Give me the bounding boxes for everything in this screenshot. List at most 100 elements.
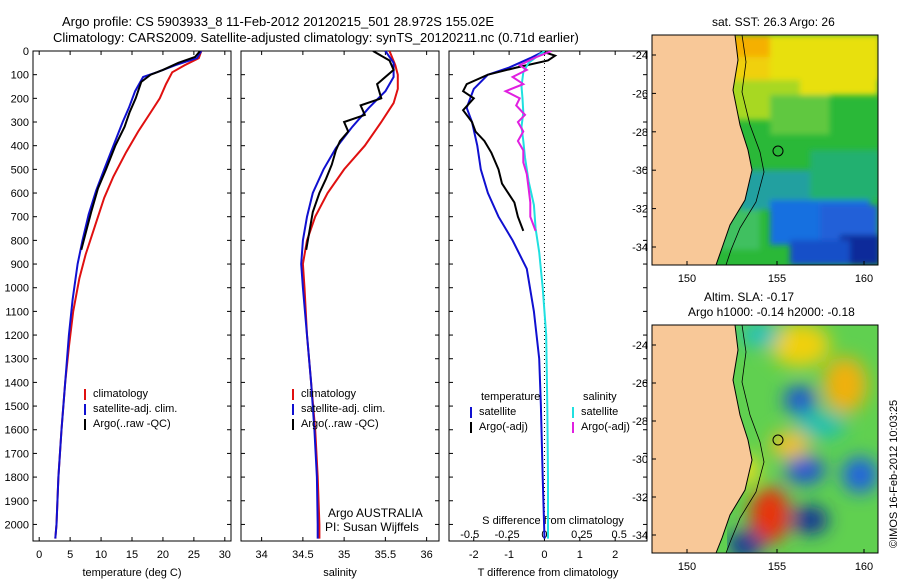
sla-map-title-1: Altim. SLA: -0.17 [704,290,795,304]
legend-label: Argo(-adj) [581,421,630,433]
x-tick-label: 20 [157,549,169,561]
map-x-tick-label: 160 [855,273,873,285]
x-axis-label-top: S difference from climatology [482,515,624,527]
copyright-stamp: ©IMOS 16-Feb-2012 10:03:25 [888,399,900,548]
depth-tick-label: 1800 [5,472,29,484]
map-y-tick-label: -30 [632,165,648,177]
legend-label: climatology [301,388,357,400]
panel-frame [240,50,440,542]
map-y-tick-label: -28 [632,416,648,428]
depth-tick-label: 100 [11,70,29,82]
map-y-tick-label: -24 [632,50,648,62]
x-axis-label: T difference from climatology [478,567,619,579]
panel-2: -2 -1 0 1 2 T difference from climatology S di… [448,50,648,579]
float-position-marker [772,145,784,157]
map-y-tick-label: -34 [632,242,648,254]
series-line [503,51,552,232]
map-x-tick-label: 150 [678,561,696,573]
s-tick-label: -0.25 [495,529,520,541]
x-tick-label: 35.5 [375,549,396,561]
legend-label: satellite [581,406,618,418]
x-tick-label: 10 [95,549,107,561]
depth-tick-label: 1500 [5,401,29,413]
depth-tick-label: 1600 [5,425,29,437]
map-y-tick-label: -26 [632,378,648,390]
map-x-tick-label: 155 [768,273,786,285]
series-group [461,51,558,539]
depth-tick-label: 700 [11,212,29,224]
map-x-tick-label: 150 [678,273,696,285]
legend-label: Argo(-adj) [479,421,528,433]
x-tick-label: 2 [612,549,618,561]
s-tick-label: 0.5 [612,529,627,541]
depth-tick-label: 400 [11,141,29,153]
depth-tick-label: 1400 [5,377,29,389]
title-line-1: Argo profile: CS 5903933_8 11-Feb-2012 2… [62,14,494,29]
x-axis-label: salinity [323,567,357,579]
legend-label: satellite [479,406,516,418]
depth-tick-label: 0 [23,46,29,58]
x-tick-label: 34.5 [292,549,313,561]
depth-tick-label: 2000 [5,519,29,531]
x-tick-label: -2 [469,549,479,561]
sst-map-frame [651,34,879,266]
legend-label: satellite-adj. clim. [301,403,385,415]
x-tick-label: 30 [219,549,231,561]
x-tick-label: 34 [256,549,268,561]
sla-map-frame [651,324,879,554]
series-line [305,51,395,250]
series-line [300,51,395,539]
program-note: Argo AUSTRALIA [328,506,423,520]
map-y-tick-label: -26 [632,88,648,100]
depth-tick-label: 1200 [5,330,29,342]
title-line-2: Climatology: CARS2009. Satellite-adjuste… [53,30,579,45]
s-tick-label: -0.5 [460,529,479,541]
depth-tick-label: 1900 [5,496,29,508]
depth-tick-label: 800 [11,235,29,247]
panel-0: 0100200300400500600700800900100011001200… [5,46,232,579]
x-tick-label: 36 [421,549,433,561]
depth-tick-label: 600 [11,188,29,200]
panel-frame [32,50,232,542]
legend-label: climatology [93,388,149,400]
depth-tick-label: 1000 [5,283,29,295]
map-y-tick-label: -28 [632,127,648,139]
map-y-tick-label: -32 [632,204,648,216]
depth-tick-label: 200 [11,93,29,105]
series-group [54,51,203,539]
s-tick-label: 0.25 [571,529,592,541]
map-y-tick-label: -24 [632,340,648,352]
depth-tick-label: 900 [11,259,29,271]
map-x-tick-label: 155 [768,561,786,573]
map-y-tick-label: -32 [632,492,648,504]
map-x-tick-label: 160 [855,561,873,573]
x-tick-label: 1 [577,549,583,561]
legend-label: Argo(..raw -QC) [301,418,379,430]
legend-title: temperature [481,391,540,403]
map-y-tick-label: -34 [632,530,648,542]
legend-title: salinity [583,391,617,403]
sla-map-title-2: Argo h1000: -0.14 h2000: -0.18 [688,305,855,319]
depth-tick-label: 1300 [5,354,29,366]
pi-note: PI: Susan Wijffels [325,520,419,534]
depth-tick-label: 1700 [5,448,29,460]
x-tick-label: 35 [338,549,350,561]
x-tick-label: 0 [541,549,547,561]
series-line [80,51,201,251]
x-tick-label: 5 [67,549,73,561]
x-axis-label: temperature (deg C) [82,567,181,579]
depth-tick-label: 1100 [5,306,29,318]
legend-label: satellite-adj. clim. [93,403,177,415]
x-tick-label: 25 [188,549,200,561]
x-tick-label: -1 [504,549,514,561]
float-position-marker [772,434,784,446]
x-tick-label: 0 [36,549,42,561]
map-y-tick-label: -30 [632,454,648,466]
series-group [300,51,399,539]
sla-map [651,324,879,554]
sst-map-title: sat. SST: 26.3 Argo: 26 [712,15,835,29]
depth-tick-label: 300 [11,117,29,129]
sst-map [651,34,879,266]
legend-label: Argo(..raw -QC) [93,418,171,430]
